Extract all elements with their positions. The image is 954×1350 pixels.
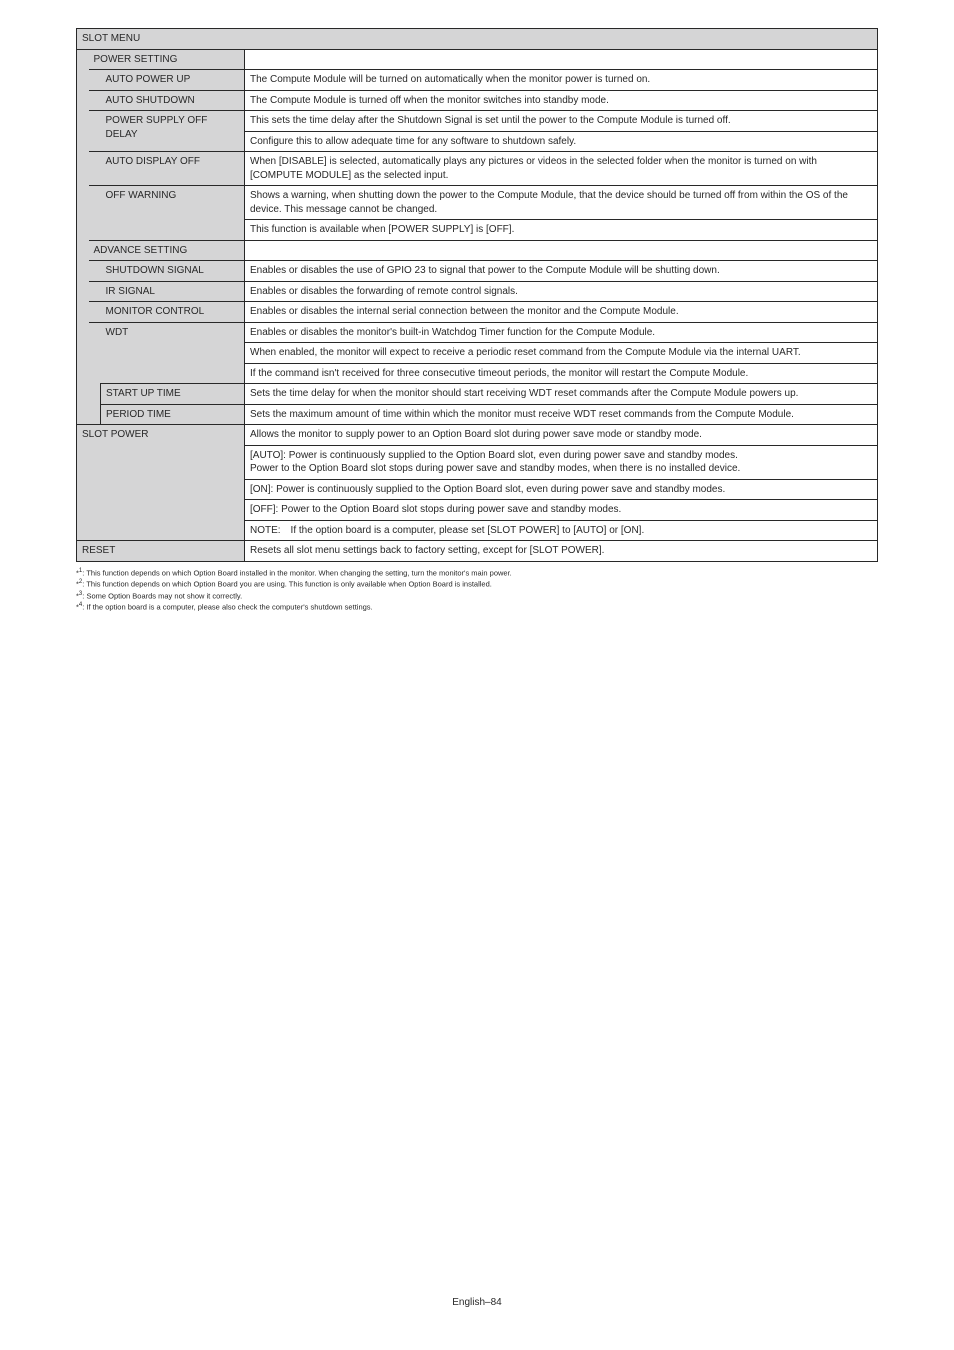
footnotes: *1: This function depends on which Optio… — [76, 567, 878, 614]
power-supply-off-delay-label: POWER SUPPLY OFF DELAY — [101, 111, 245, 152]
indent-cell — [77, 281, 89, 302]
period-time-label: PERIOD TIME — [101, 404, 245, 425]
wdt-desc3: If the command isn't received for three … — [245, 363, 878, 384]
indent-cell — [77, 363, 89, 384]
indent-cell — [89, 302, 101, 323]
auto-display-off-desc: When [DISABLE] is selected, automaticall… — [245, 152, 878, 186]
off-warning-desc2: This function is available when [POWER S… — [245, 220, 878, 241]
slot-power-desc4: [OFF]: Power to the Option Board slot st… — [245, 500, 878, 521]
start-up-time-label: START UP TIME — [101, 384, 245, 405]
indent-cell — [77, 70, 89, 91]
indent-cell — [89, 343, 101, 364]
indent-cell — [77, 186, 89, 220]
indent-cell — [77, 131, 89, 152]
auto-power-up-label: AUTO POWER UP — [101, 70, 245, 91]
indent-cell — [89, 186, 101, 220]
footnote-4: *4: If the option board is a computer, p… — [76, 601, 878, 613]
shutdown-signal-desc: Enables or disables the use of GPIO 23 t… — [245, 261, 878, 282]
reset-label: RESET — [77, 541, 245, 562]
auto-shutdown-label: AUTO SHUTDOWN — [101, 90, 245, 111]
slot-power-label: SLOT POWER — [77, 425, 245, 541]
auto-shutdown-desc: The Compute Module is turned off when th… — [245, 90, 878, 111]
slot-power-desc2: [AUTO]: Power is continuously supplied t… — [245, 445, 878, 479]
shutdown-signal-label: SHUTDOWN SIGNAL — [101, 261, 245, 282]
period-time-desc: Sets the maximum amount of time within w… — [245, 404, 878, 425]
indent-cell — [89, 281, 101, 302]
indent-cell — [77, 404, 89, 425]
indent-cell — [89, 152, 101, 186]
indent-cell — [89, 111, 101, 132]
slot-power-desc1: Allows the monitor to supply power to an… — [245, 425, 878, 446]
indent-cell — [89, 404, 101, 425]
indent-cell — [77, 90, 89, 111]
indent-cell — [77, 152, 89, 186]
monitor-control-desc: Enables or disables the internal serial … — [245, 302, 878, 323]
indent-cell — [77, 261, 89, 282]
indent-cell — [89, 322, 101, 343]
reset-desc: Resets all slot menu settings back to fa… — [245, 541, 878, 562]
power-setting-label: POWER SETTING — [89, 49, 245, 70]
slot-power-desc5: NOTE: If the option board is a computer,… — [245, 520, 878, 541]
indent-cell — [77, 384, 89, 405]
indent-cell — [77, 302, 89, 323]
advance-setting-label: ADVANCE SETTING — [89, 240, 245, 261]
empty-desc — [245, 240, 878, 261]
footnote-2: *2: This function depends on which Optio… — [76, 578, 878, 590]
indent-cell — [89, 363, 101, 384]
footnote-3: *3: Some Option Boards may not show it c… — [76, 590, 878, 602]
off-warning-desc1: Shows a warning, when shutting down the … — [245, 186, 878, 220]
indent-cell — [77, 240, 89, 261]
start-up-time-desc: Sets the time delay for when the monitor… — [245, 384, 878, 405]
wdt-label: WDT — [101, 322, 245, 384]
indent-cell — [77, 343, 89, 364]
indent-cell — [77, 220, 89, 241]
slot-power-desc3: [ON]: Power is continuously supplied to … — [245, 479, 878, 500]
power-supply-off-delay-desc1: This sets the time delay after the Shutd… — [245, 111, 878, 132]
ir-signal-label: IR SIGNAL — [101, 281, 245, 302]
auto-power-up-desc: The Compute Module will be turned on aut… — [245, 70, 878, 91]
off-warning-label: OFF WARNING — [101, 186, 245, 241]
indent-cell — [89, 131, 101, 152]
page-content: SLOT MENU POWER SETTING AUTO POWER UP Th… — [0, 0, 954, 613]
page-number: English–84 — [0, 1297, 954, 1308]
indent-cell — [77, 49, 89, 70]
indent-cell — [89, 261, 101, 282]
auto-display-off-label: AUTO DISPLAY OFF — [101, 152, 245, 186]
slot-menu-table: SLOT MENU POWER SETTING AUTO POWER UP Th… — [76, 28, 878, 562]
wdt-desc2: When enabled, the monitor will expect to… — [245, 343, 878, 364]
indent-cell — [77, 322, 89, 343]
indent-cell — [89, 90, 101, 111]
power-supply-off-delay-desc2: Configure this to allow adequate time fo… — [245, 131, 878, 152]
indent-cell — [89, 70, 101, 91]
ir-signal-desc: Enables or disables the forwarding of re… — [245, 281, 878, 302]
indent-cell — [89, 220, 101, 241]
indent-cell — [89, 384, 101, 405]
monitor-control-label: MONITOR CONTROL — [101, 302, 245, 323]
wdt-desc1: Enables or disables the monitor's built-… — [245, 322, 878, 343]
indent-cell — [77, 111, 89, 132]
empty-desc — [245, 49, 878, 70]
footnote-1: *1: This function depends on which Optio… — [76, 567, 878, 579]
table-title: SLOT MENU — [77, 29, 878, 50]
